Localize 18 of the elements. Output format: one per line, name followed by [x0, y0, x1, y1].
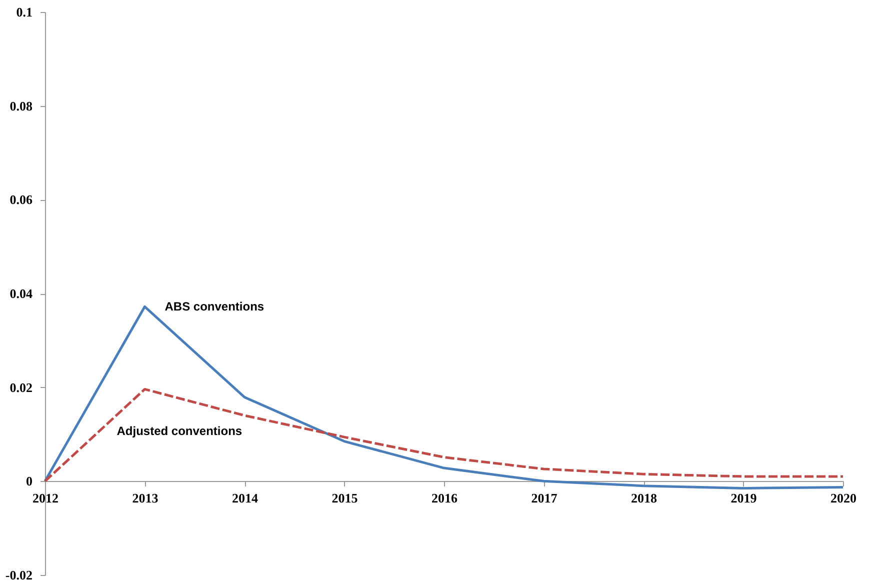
- x-tick-label: 2017: [531, 490, 558, 506]
- y-tick-label: 0.1: [16, 4, 32, 20]
- y-tick-label: 0.02: [10, 380, 32, 395]
- x-tick-label: 2013: [132, 490, 159, 506]
- x-tick-label: 2018: [631, 490, 658, 506]
- series-label: ABS conventions: [164, 300, 264, 314]
- x-tick-label: 2016: [432, 490, 458, 506]
- x-tick-label: 2019: [730, 490, 758, 506]
- y-tick-label: -0.02: [5, 568, 32, 582]
- series-label: Adjusted conventions: [116, 424, 242, 438]
- x-tick-label: 2014: [232, 490, 258, 506]
- x-tick-label: 2012: [32, 490, 58, 506]
- y-tick-label: 0: [26, 474, 32, 489]
- y-tick-label: 0.08: [10, 98, 33, 114]
- x-tick-label: 2015: [332, 490, 358, 506]
- y-tick-label: 0.04: [10, 286, 33, 301]
- y-tick-label: 0.06: [10, 192, 33, 208]
- x-tick-label: 2020: [830, 490, 856, 506]
